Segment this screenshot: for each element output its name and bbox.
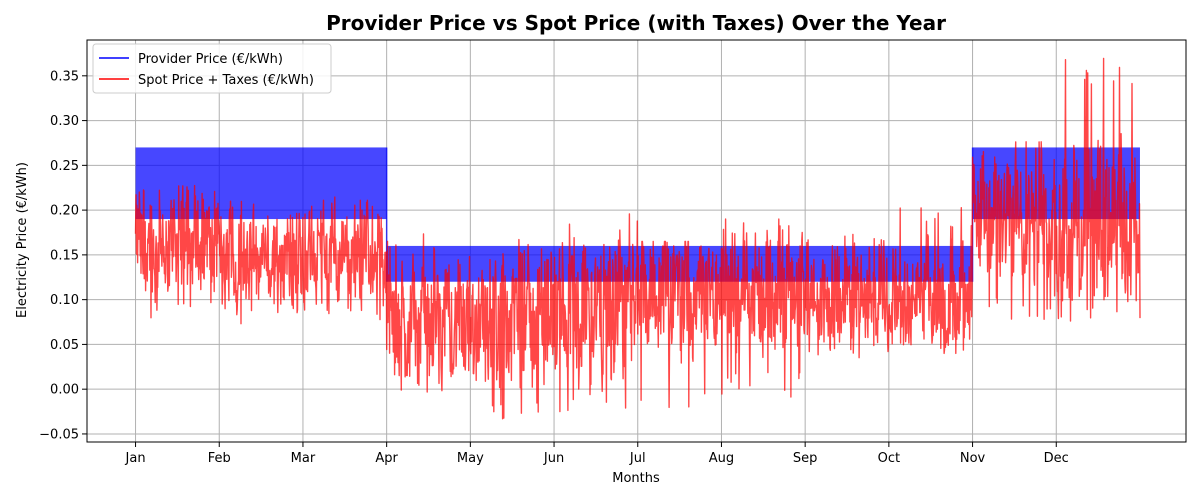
x-tick-label: Apr [375, 451, 398, 466]
x-tick-label: Jun [543, 451, 564, 466]
spot-price-series [134, 57, 1141, 420]
y-tick-label: 0.35 [50, 69, 79, 84]
y-tick-label: 0.25 [50, 159, 79, 174]
x-tick-label: Nov [960, 451, 986, 466]
chart-title: Provider Price vs Spot Price (with Taxes… [326, 11, 946, 35]
x-tick-label: Jan [125, 451, 146, 466]
axis-ticks: Jan Feb Mar Apr May Jun Jul Aug Sep Oct Nov Dec −0.0… [39, 69, 1069, 466]
plot-frame [86, 39, 1187, 443]
x-tick-label: May [457, 451, 484, 466]
x-tick-label: Feb [208, 451, 231, 466]
y-tick-label: 0.20 [50, 204, 79, 219]
x-tick-label: Mar [291, 451, 316, 466]
y-tick-label: 0.15 [50, 248, 79, 263]
x-tick-label: Sep [793, 451, 818, 466]
x-tick-label: Dec [1044, 451, 1069, 466]
spot-price-line [134, 57, 1141, 420]
x-tick-label: Jul [629, 451, 646, 466]
y-tick-label: −0.05 [39, 427, 79, 442]
y-axis-label: Electricity Price (€/kWh) [15, 162, 30, 318]
y-tick-label: 0.10 [50, 293, 79, 308]
legend-box [92, 43, 332, 94]
y-tick-label: 0.05 [50, 338, 79, 353]
x-tick-label: Oct [878, 451, 900, 466]
y-tick-label: 0.00 [50, 383, 79, 398]
x-axis-label: Months [612, 471, 660, 486]
legend-label-spot: Spot Price + Taxes (€/kWh) [138, 73, 314, 88]
provider-price-band [135, 147, 387, 220]
x-tick-label: Aug [709, 451, 734, 466]
legend-label-provider: Provider Price (€/kWh) [138, 52, 283, 67]
legend: Provider Price (€/kWh) Spot Price + Taxe… [92, 43, 332, 94]
y-tick-label: 0.30 [50, 114, 79, 129]
